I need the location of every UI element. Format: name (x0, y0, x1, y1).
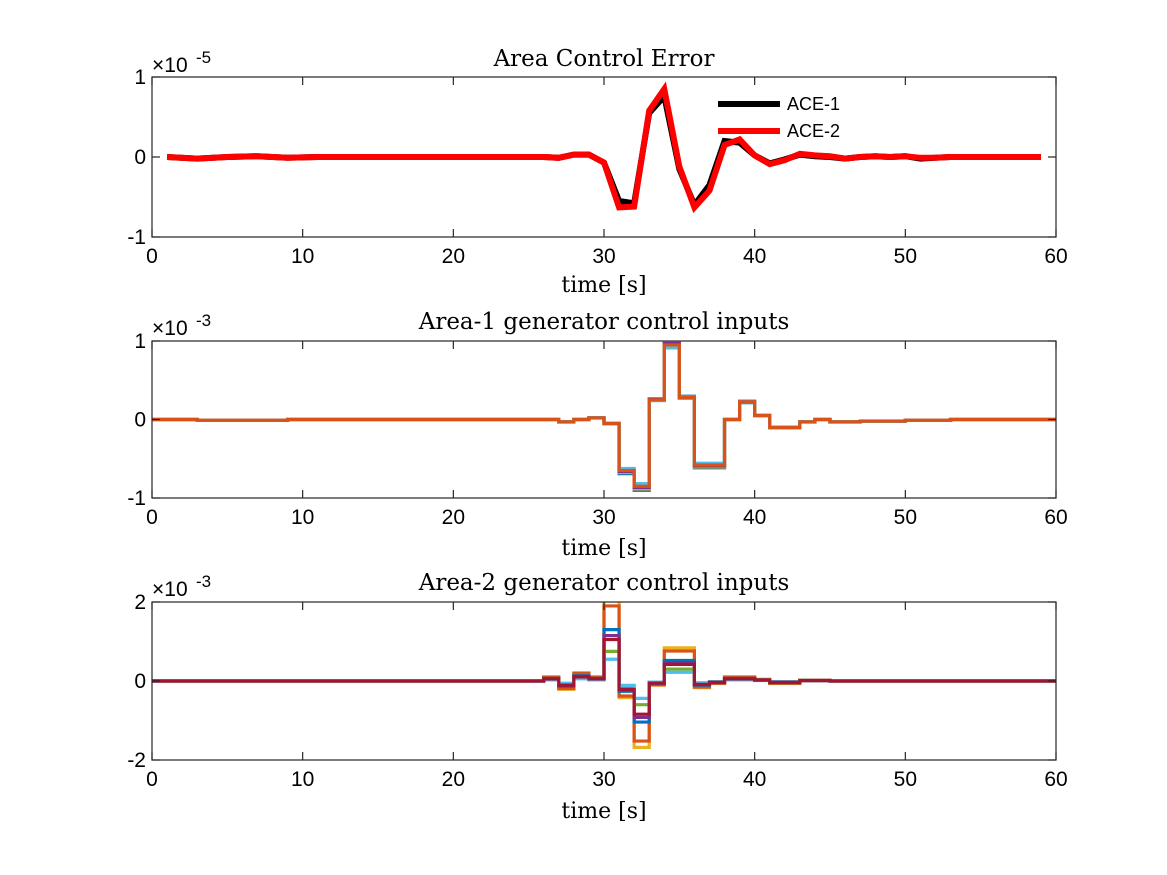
area2-xtick-label: 40 (743, 768, 766, 791)
area2-xtick-label: 50 (894, 768, 917, 791)
ace-series-line-ace-2 (166, 81, 1041, 214)
area2-panel: Area-2 generator control inputs ×10 -3 t… (127, 570, 1067, 824)
ace-ytick-label: 1 (134, 66, 146, 89)
area2-xtick-label: 60 (1044, 768, 1067, 791)
legend-label-ace-2: ACE-2 (787, 121, 840, 141)
area1-xtick-label: 10 (291, 506, 314, 529)
ace-xtick-label: 60 (1044, 245, 1067, 268)
area2-ytick-label: 2 (134, 591, 146, 614)
ace-series-group (166, 81, 1041, 214)
area1-xtick-label: 30 (592, 506, 615, 529)
legend-label-ace-1: ACE-1 (787, 94, 840, 114)
area2-series-line-7 (152, 637, 1056, 716)
area2-exponent-base: ×10 (152, 578, 188, 601)
area2-xtick-label: 10 (291, 768, 314, 791)
ace-legend: ACE-1 ACE-2 (718, 94, 840, 141)
ace-xtick-label: 40 (743, 245, 766, 268)
area1-xtick-label: 40 (743, 506, 766, 529)
area1-xtick-label: 20 (442, 506, 465, 529)
ace-xtick-label: 20 (442, 245, 465, 268)
area1-exponent-power: -3 (196, 311, 211, 330)
area1-xtick-label: 60 (1044, 506, 1067, 529)
ace-ytick-label: 0 (134, 146, 146, 169)
ace-panel: Area Control Error ×10 -5 time [s] 0 10 20… (127, 46, 1067, 298)
area2-title: Area-2 generator control inputs (418, 570, 790, 596)
area1-xlabel: time [s] (561, 536, 646, 561)
ace-xtick-label: 30 (592, 245, 615, 268)
area1-xtick-label: 0 (146, 506, 158, 529)
area1-series-line-5 (152, 346, 1056, 486)
area1-series-line-4 (152, 344, 1056, 487)
area2-xtick-label: 30 (592, 768, 615, 791)
area1-exponent-base: ×10 (152, 317, 188, 340)
area2-xtick-label: 20 (442, 768, 465, 791)
ace-exponent-power: -5 (196, 48, 211, 67)
area1-series-line-2 (152, 341, 1056, 491)
area1-panel: Area-1 generator control inputs ×10 -3 t… (127, 309, 1067, 561)
area2-series-group (152, 602, 1056, 749)
area1-ytick-label: 1 (134, 330, 146, 353)
area2-xlabel: time [s] (561, 799, 646, 824)
ace-title: Area Control Error (493, 46, 715, 72)
ace-xtick-label: 0 (146, 245, 158, 268)
area1-ytick-label: -1 (127, 487, 146, 510)
ace-exponent-base: ×10 (152, 54, 188, 77)
area1-series-group (152, 341, 1056, 492)
ace-xtick-label: 50 (894, 245, 917, 268)
ace-xtick-label: 10 (291, 245, 314, 268)
area1-title: Area-1 generator control inputs (418, 309, 790, 335)
ace-ytick-label: -1 (127, 226, 146, 249)
area1-ytick-label: 0 (134, 409, 146, 432)
ace-series-line-ace-1 (166, 89, 1041, 211)
ace-xlabel: time [s] (561, 273, 646, 298)
area2-ytick-label: 0 (134, 670, 146, 693)
area1-xtick-label: 50 (894, 506, 917, 529)
area1-series-line-6 (152, 343, 1056, 488)
area1-series-line-1 (152, 341, 1056, 492)
area2-ytick-label: -2 (127, 749, 146, 772)
area2-xtick-label: 0 (146, 768, 158, 791)
area1-series-line-3 (152, 341, 1056, 490)
area2-exponent-power: -3 (196, 572, 211, 591)
